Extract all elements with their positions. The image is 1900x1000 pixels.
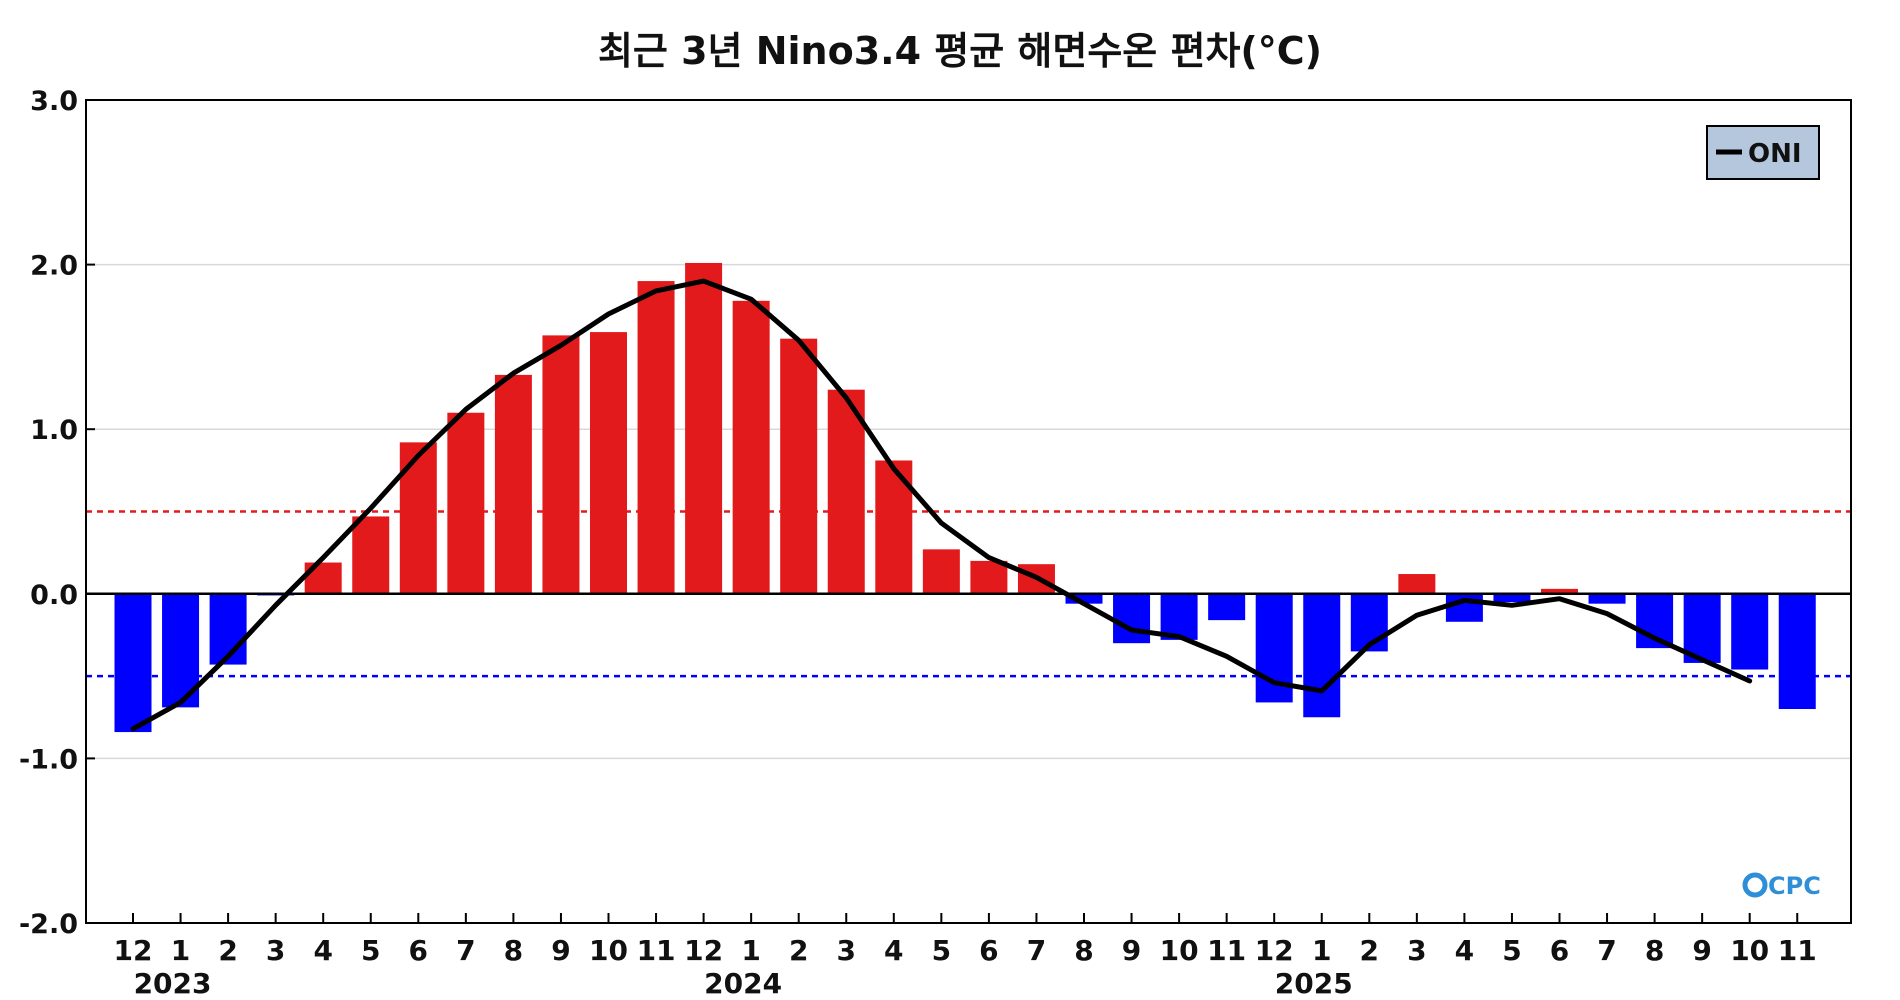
bar (922, 549, 960, 594)
y-tick-label: -2.0 (19, 909, 78, 940)
x-tick-label: 10 (589, 934, 628, 967)
x-tick-label: 6 (409, 934, 428, 967)
x-tick-label: 2 (789, 934, 808, 967)
year-label: 2023 (134, 967, 212, 1000)
x-tick-label: 12 (1255, 934, 1294, 967)
x-tick-label: 1 (741, 934, 760, 967)
x-tick-label: 8 (504, 934, 523, 967)
x-tick-label: 5 (932, 934, 951, 967)
threshold-lines (86, 510, 1851, 678)
bar (1493, 593, 1531, 603)
legend-label: ONI (1748, 139, 1802, 169)
x-tick-label: 3 (837, 934, 856, 967)
x-tick-label: 5 (361, 934, 380, 967)
x-tick-label: 4 (1455, 934, 1474, 967)
year-label: 2024 (704, 967, 782, 1000)
bar (1303, 593, 1341, 718)
x-tick-label: 1 (171, 934, 190, 967)
x-tick-label: 2 (218, 934, 237, 967)
bar (1398, 574, 1436, 594)
bar (1065, 593, 1103, 604)
bar (1778, 593, 1816, 710)
x-tick-label: 2 (1360, 934, 1379, 967)
y-tick-label: -1.0 (19, 744, 78, 775)
x-tick-label: 12 (684, 934, 723, 967)
x-tick-label: 8 (1645, 934, 1664, 967)
x-tick-label: 6 (1550, 934, 1569, 967)
bar (542, 335, 580, 594)
bar (1350, 593, 1388, 652)
legend: ONI (1706, 125, 1820, 180)
y-tick-label: 0.0 (30, 580, 78, 611)
bar (1160, 593, 1198, 640)
bar (114, 593, 152, 733)
bar (637, 281, 675, 594)
bar (970, 560, 1008, 594)
year-label: 2025 (1275, 967, 1353, 1000)
bar (447, 412, 485, 594)
x-tick-label: 8 (1074, 934, 1093, 967)
x-tick-label: 7 (1027, 934, 1046, 967)
x-tick-label: 10 (1730, 934, 1769, 967)
x-tick-label: 11 (637, 934, 676, 967)
bar (352, 516, 390, 594)
logo-text: CPC (1768, 872, 1821, 900)
x-tick-label: 9 (1692, 934, 1711, 967)
bar (1731, 593, 1769, 670)
x-tick-label: 9 (551, 934, 570, 967)
x-tick-label: 4 (884, 934, 903, 967)
y-tick-label: 1.0 (30, 415, 78, 446)
y-axis: -2.0 -1.0 0.0 1.0 2.0 3.0 (19, 86, 95, 940)
bar (494, 374, 532, 594)
year-labels: 2023 2024 2025 (134, 967, 1353, 1000)
bar (1208, 593, 1246, 621)
bar (590, 332, 627, 594)
cpc-logo: CPC (1742, 872, 1821, 900)
x-tick-label: 1 (1312, 934, 1331, 967)
bar-series (114, 262, 1816, 733)
x-tick-label: 3 (266, 934, 285, 967)
x-tick-label: 7 (456, 934, 475, 967)
x-tick-label: 9 (1122, 934, 1141, 967)
bar (732, 300, 770, 594)
x-tick-label: 10 (1160, 934, 1199, 967)
bar (399, 442, 437, 594)
x-tick-label: 11 (1207, 934, 1246, 967)
x-tick-label: 4 (313, 934, 332, 967)
y-tick-label: 3.0 (30, 86, 78, 117)
plot-frame (85, 99, 1852, 924)
x-tick-label: 12 (114, 934, 153, 967)
x-axis: 12 1 2 3 4 5 6 7 8 9 10 11 12 1 2 3 4 5 6 7 8 9 10 11 12 1 2 3 4 5 6 7 8… (114, 913, 1817, 967)
bar (685, 262, 723, 594)
grid-lines (86, 263, 1851, 760)
x-tick-label: 11 (1778, 934, 1817, 967)
oni-line (130, 278, 1753, 732)
x-tick-label: 7 (1597, 934, 1616, 967)
chart-title: 최근 3년 Nino3.4 평균 해면수온 편차(°C) (598, 29, 1322, 73)
bar (827, 389, 865, 594)
bar (1588, 593, 1626, 604)
bar (1541, 588, 1578, 594)
x-tick-label: 6 (979, 934, 998, 967)
x-tick-label: 3 (1407, 934, 1426, 967)
x-tick-label: 5 (1502, 934, 1521, 967)
y-tick-label: 2.0 (30, 251, 78, 282)
logo-circle (1742, 872, 1768, 898)
bar (780, 338, 818, 594)
bar (1113, 593, 1151, 644)
oni-line-series (130, 278, 1753, 732)
